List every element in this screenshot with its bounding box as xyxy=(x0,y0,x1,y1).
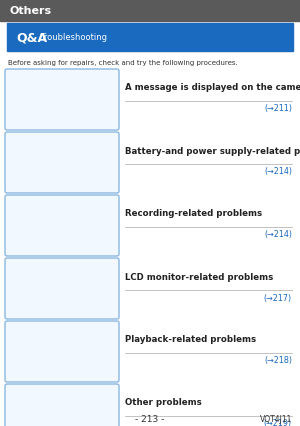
Text: Troubleshooting: Troubleshooting xyxy=(40,33,107,43)
Text: Recording-related problems: Recording-related problems xyxy=(125,209,262,218)
Text: VQT4J11: VQT4J11 xyxy=(260,414,292,423)
Text: A message is displayed on the camera: A message is displayed on the camera xyxy=(125,83,300,92)
Text: Before asking for repairs, check and try the following procedures.: Before asking for repairs, check and try… xyxy=(8,60,238,66)
Bar xyxy=(0,0,300,22)
FancyBboxPatch shape xyxy=(5,196,119,256)
Text: Battery-and power supply-related problems: Battery-and power supply-related problem… xyxy=(125,146,300,155)
Text: (→211): (→211) xyxy=(264,104,292,113)
FancyBboxPatch shape xyxy=(5,321,119,382)
Text: Other problems: Other problems xyxy=(125,397,202,406)
Text: Playback-related problems: Playback-related problems xyxy=(125,335,256,344)
FancyBboxPatch shape xyxy=(5,259,119,319)
FancyBboxPatch shape xyxy=(5,132,119,193)
Text: (→219): (→219) xyxy=(264,418,292,426)
FancyBboxPatch shape xyxy=(5,384,119,426)
Text: LCD monitor-related problems: LCD monitor-related problems xyxy=(125,272,273,281)
Text: - 213 -: - 213 - xyxy=(135,414,165,423)
Text: Q&A: Q&A xyxy=(16,32,47,44)
Text: (→214): (→214) xyxy=(264,167,292,176)
Text: (→217): (→217) xyxy=(264,293,292,302)
Text: Others: Others xyxy=(10,6,52,16)
FancyBboxPatch shape xyxy=(5,70,119,131)
Text: (→218): (→218) xyxy=(264,356,292,365)
Bar xyxy=(7,24,293,52)
Text: (→214): (→214) xyxy=(264,230,292,239)
